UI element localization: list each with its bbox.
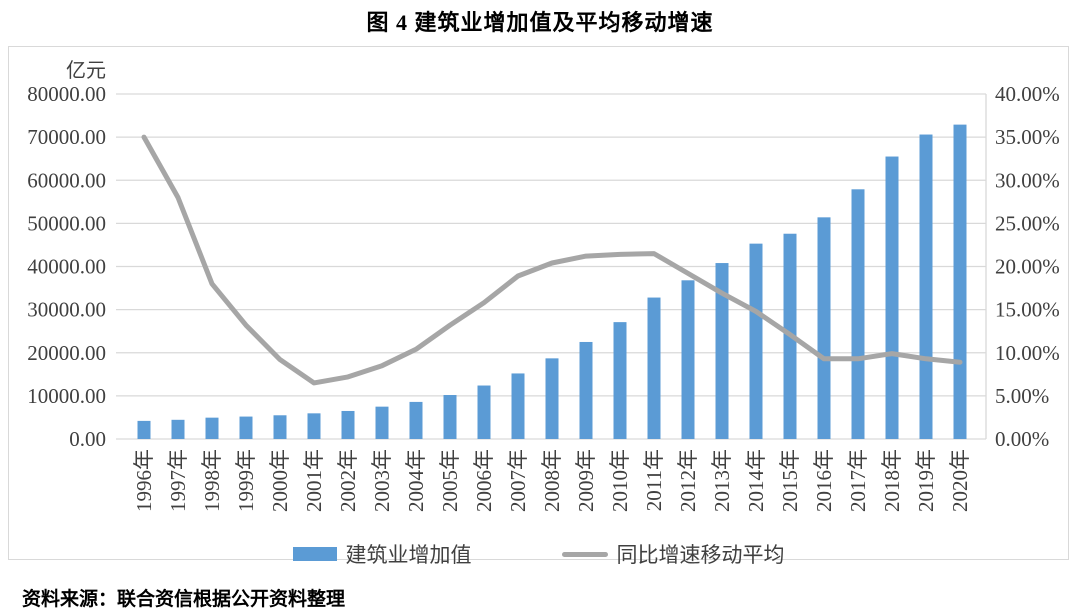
left-axis-tick-label: 70000.00: [27, 125, 106, 149]
x-axis-label: 2003年: [370, 449, 394, 512]
source-note: 资料来源：联合资信根据公开资料整理: [22, 589, 346, 610]
right-axis-tick-label: 25.00%: [995, 211, 1060, 235]
bar: [545, 358, 559, 439]
combo-chart-svg: 80000.00 40.00% 70000.00 35.00% 60000.00 30.0…: [27, 59, 1060, 512]
legend-label: 同比增速移动平均: [616, 543, 785, 567]
legend-entry-line-series: 同比增速移动平均: [561, 539, 785, 569]
right-axis-tick-label: 20.00%: [995, 255, 1060, 279]
x-axis-label: 2019年: [914, 449, 938, 512]
bar: [375, 406, 389, 439]
bar: [511, 373, 525, 439]
x-axis-label: 2008年: [540, 449, 564, 512]
bar: [171, 419, 185, 439]
left-axis-tick-label: 0.00: [69, 427, 106, 451]
bar: [953, 124, 967, 440]
bar: [579, 341, 593, 439]
left-axis-tick-label: 40000.00: [27, 255, 106, 279]
right-axis-tick-label: 10.00%: [995, 341, 1060, 365]
bar: [715, 263, 729, 439]
right-axis-tick-label: 40.00%: [995, 82, 1060, 106]
left-axis-tick-label: 30000.00: [27, 298, 106, 322]
x-axis-label: 2005年: [438, 449, 462, 512]
bar: [919, 134, 933, 439]
chart-area: 80000.00 40.00% 70000.00 35.00% 60000.00 30.0…: [8, 46, 1069, 567]
x-axis-label: 1998年: [200, 449, 224, 512]
right-axis-tick-label: 15.00%: [995, 298, 1060, 322]
bar: [205, 417, 219, 439]
bar: [239, 416, 253, 439]
x-axis-label: 2010年: [608, 449, 632, 512]
x-axis-label: 2016年: [812, 449, 836, 512]
x-axis-label: 2006年: [472, 449, 496, 512]
bar: [885, 156, 899, 439]
bar: [341, 410, 355, 439]
bar: [851, 189, 865, 439]
bar: [817, 217, 831, 439]
bar: [273, 415, 287, 439]
line-series-swatch-icon: [561, 551, 608, 557]
legend-label: 建筑业增加值: [345, 543, 472, 567]
right-axis-tick-label: 5.00%: [995, 384, 1049, 408]
x-axis-label: 2000年: [268, 449, 292, 512]
x-axis-label: 2017年: [846, 449, 870, 512]
left-axis-unit-label: 亿元: [66, 59, 106, 82]
x-axis-label: 1999年: [234, 449, 258, 512]
right-axis-tick-label: 30.00%: [995, 168, 1060, 192]
growth-rate-line: [141, 134, 963, 386]
right-axis-tick-label: 0.00%: [995, 427, 1049, 451]
chart-title: 图 4 建筑业增加值及平均移动增速: [366, 10, 714, 35]
x-axis-label: 2014年: [744, 449, 768, 512]
legend-entry-bar-series: 建筑业增加值: [292, 539, 472, 569]
x-axis-label: 2009年: [574, 449, 598, 512]
x-axis-label: 2020年: [948, 449, 972, 512]
x-axis-label: 2013年: [710, 449, 734, 512]
left-axis-tick-label: 10000.00: [27, 384, 106, 408]
bar: [613, 322, 627, 439]
x-axis-label: 2002年: [336, 449, 360, 512]
bar: [681, 280, 695, 439]
bar: [647, 297, 661, 439]
x-axis-label: 2004年: [404, 449, 428, 512]
bar: [477, 385, 491, 439]
bar: [307, 413, 321, 439]
left-axis-tick-label: 50000.00: [27, 211, 106, 235]
x-axis-label: 1997年: [166, 449, 190, 512]
bar: [409, 401, 423, 439]
x-axis-label: 2012年: [676, 449, 700, 512]
x-axis-label: 2018年: [880, 449, 904, 512]
x-axis-label: 2015年: [778, 449, 802, 512]
bar: [749, 243, 763, 439]
x-axis-label: 2007年: [506, 449, 530, 512]
bar: [443, 395, 457, 439]
left-axis-tick-label: 80000.00: [27, 82, 106, 106]
bar-series-swatch-icon: [292, 547, 337, 561]
left-axis-tick-label: 20000.00: [27, 341, 106, 365]
left-axis-tick-label: 60000.00: [27, 168, 106, 192]
chart-legend: 建筑业增加值 同比增速移动平均: [9, 539, 1068, 569]
right-axis-tick-label: 35.00%: [995, 125, 1060, 149]
x-axis-label: 2011年: [642, 449, 666, 511]
x-axis-label: 2001年: [302, 449, 326, 512]
x-axis-label: 1996年: [132, 449, 156, 512]
bar: [137, 420, 151, 439]
